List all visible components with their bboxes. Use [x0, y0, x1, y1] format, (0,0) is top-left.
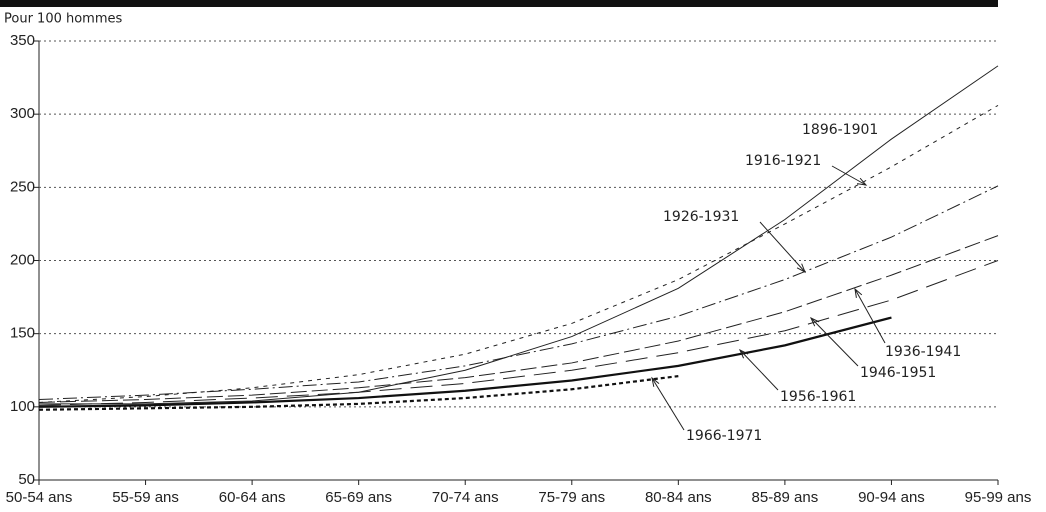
y-tick-label: 50 — [18, 471, 35, 488]
label-arrow — [759, 221, 806, 273]
label-arrow — [651, 377, 685, 431]
x-tick-label: 60-64 ans — [219, 489, 286, 506]
label-arrow — [810, 317, 859, 367]
label-arrow — [739, 349, 779, 391]
series-label: 1896-1901 — [802, 122, 878, 138]
arrow-head — [854, 287, 863, 298]
arrow-head — [796, 263, 806, 274]
top-bar — [0, 0, 998, 7]
y-tick-label: 100 — [10, 398, 35, 415]
series-line — [38, 235, 999, 403]
series-label: 1916-1921 — [745, 153, 821, 169]
y-tick-label: 200 — [10, 251, 35, 268]
series-label: 1956-1961 — [780, 389, 856, 405]
x-tick-label: 55-59 ans — [112, 489, 179, 506]
subtitle: Pour 100 hommes — [4, 12, 123, 27]
arrow-head — [738, 348, 749, 359]
series-line — [38, 375, 679, 411]
y-tick-label: 350 — [10, 32, 35, 49]
series-line — [38, 316, 892, 408]
y-tick-label: 250 — [10, 178, 35, 195]
series-line — [39, 65, 999, 405]
series-label: 1946-1951 — [860, 365, 936, 381]
x-tick-label: 65-69 ans — [325, 489, 392, 506]
arrow-head — [651, 376, 660, 387]
series-label: 1926-1931 — [663, 209, 739, 225]
x-tick-label: 95-99 ans — [965, 489, 1032, 506]
x-tick-label: 50-54 ans — [6, 489, 73, 506]
series-line — [38, 185, 999, 401]
label-arrow — [831, 165, 867, 186]
label-arrow — [854, 288, 886, 344]
series-line — [38, 260, 999, 406]
x-tick-label: 75-79 ans — [538, 489, 605, 506]
y-tick-label: 300 — [10, 105, 35, 122]
series-line — [38, 104, 999, 403]
series-label: 1936-1941 — [885, 344, 961, 360]
x-tick-label: 80-84 ans — [645, 489, 712, 506]
x-tick-label: 85-89 ans — [752, 489, 819, 506]
y-tick-label: 150 — [10, 325, 35, 342]
x-tick-label: 70-74 ans — [432, 489, 499, 506]
series-label: 1966-1971 — [686, 428, 762, 444]
arrow-head — [857, 177, 868, 186]
arrow-head — [809, 316, 820, 327]
x-tick-label: 90-94 ans — [858, 489, 925, 506]
